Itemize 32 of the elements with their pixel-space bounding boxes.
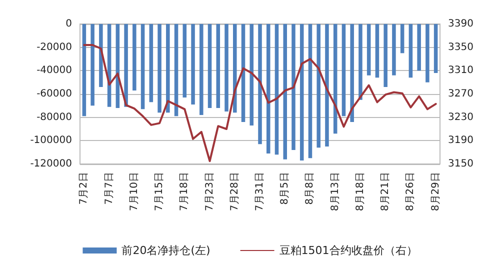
y-tick-label: -40000 [36,65,72,76]
y-tick-label: -80000 [36,112,72,123]
x-tick-label: 7月15日 [154,172,166,212]
y-tick-label: -20000 [36,42,72,53]
x-tick-label: 7月18日 [179,172,190,212]
x-tick-label: 8月5日 [280,172,291,205]
y2-tick-label: 3230 [448,112,474,123]
y2-tick-label: 3310 [448,65,474,76]
x-tick-label: 8月29日 [430,172,442,212]
x-tick-label: 7月28日 [229,172,240,212]
y-tick-label: -60000 [36,88,72,100]
y-tick-label: -100000 [30,135,72,146]
x-tick-label: 7月7日 [104,172,115,205]
x-tick-label: 7月2日 [78,172,90,205]
y2-tick-label: 3150 [448,158,474,170]
x-tick-label: 8月8日 [304,172,316,205]
y-tick-label: -120000 [30,158,72,170]
y2-tick-label: 3390 [448,18,474,30]
x-tick-label: 8月21日 [380,172,392,212]
x-tick-label: 7月10日 [128,172,140,212]
legend-label: 豆粕1501合约收盘价（右） [279,244,418,257]
x-tick-label: 8月26日 [405,172,416,212]
x-tick-label: 8月18日 [354,172,366,212]
y2-tick-label: 3350 [448,42,474,53]
y-tick-label: 0 [66,18,72,30]
x-tick-label: 8月13日 [330,172,341,212]
y2-tick-label: 3270 [448,88,474,100]
x-tick-label: 7月31日 [254,172,266,212]
line-series [83,44,437,162]
legend-label: 前20名净持仓(左) [122,244,210,257]
x-tick-label: 7月23日 [204,172,216,212]
y2-tick-label: 3190 [448,135,474,146]
